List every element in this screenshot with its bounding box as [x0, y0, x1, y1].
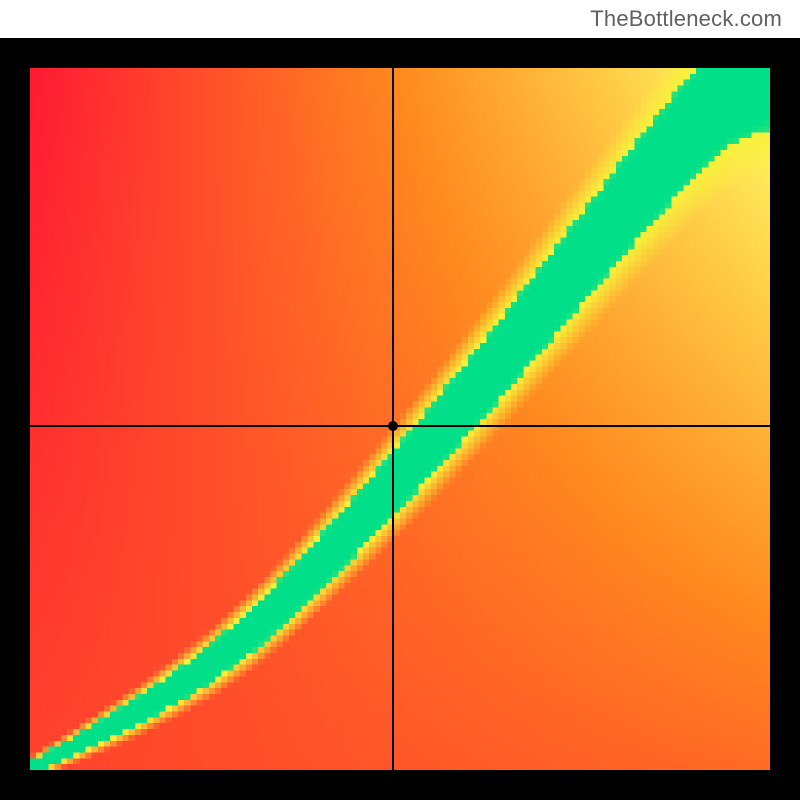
- chart-plot-area: [30, 68, 770, 770]
- watermark-text: TheBottleneck.com: [590, 6, 782, 32]
- crosshair-horizontal: [30, 425, 770, 427]
- marker-point: [388, 421, 398, 431]
- chart-container: TheBottleneck.com: [0, 0, 800, 800]
- crosshair-vertical: [392, 68, 394, 770]
- chart-outer-frame: [0, 38, 800, 800]
- heatmap-canvas: [30, 68, 770, 770]
